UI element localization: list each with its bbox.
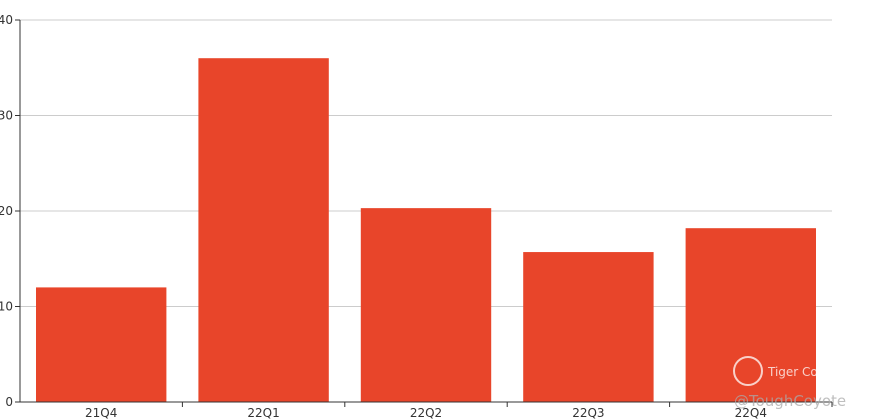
bars xyxy=(36,58,816,402)
x-tick-label: 22Q1 xyxy=(247,406,279,420)
bar-22Q2[interactable] xyxy=(360,208,492,402)
y-tick-label: 0 xyxy=(5,395,13,409)
y-tick-label: 10 xyxy=(0,300,13,314)
bar-22Q4[interactable] xyxy=(685,228,816,402)
x-tick-label: 22Q3 xyxy=(572,406,604,420)
y-tick-label: 30 xyxy=(0,109,13,123)
bar-22Q3[interactable] xyxy=(523,252,654,402)
tiger-logo-icon xyxy=(733,356,763,386)
y-tick-label: 20 xyxy=(0,204,13,218)
bar-21Q4[interactable] xyxy=(36,287,167,402)
watermark-brand: Tiger Community xyxy=(767,365,872,379)
x-tick-label: 21Q4 xyxy=(85,406,117,420)
bar-22Q1[interactable] xyxy=(198,58,329,402)
x-tick-label: 22Q2 xyxy=(410,406,442,420)
y-tick-label: 40 xyxy=(0,13,13,27)
watermark-user: @ToughCoyote xyxy=(734,392,846,410)
axes: 0 10 20 30 40 21Q4 22Q1 22Q2 22Q3 22Q4 xyxy=(0,13,833,420)
x-tick-label: 22Q4 xyxy=(735,406,767,420)
watermark: Tiger Community @ToughCoyote xyxy=(733,356,872,410)
